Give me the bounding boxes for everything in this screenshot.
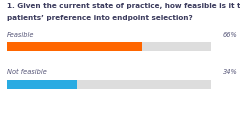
Bar: [7, 80, 77, 89]
Text: 1. Given the current state of practice, how feasible is it to use: 1. Given the current state of practice, …: [7, 3, 240, 9]
Text: Not feasible: Not feasible: [7, 68, 47, 74]
Text: 34%: 34%: [223, 68, 238, 74]
Bar: [7, 80, 211, 89]
Text: 66%: 66%: [223, 32, 238, 38]
Bar: [7, 43, 211, 51]
Text: patients’ preference into endpoint selection?: patients’ preference into endpoint selec…: [7, 15, 193, 21]
Text: Feasible: Feasible: [7, 32, 35, 38]
Bar: [7, 43, 142, 51]
